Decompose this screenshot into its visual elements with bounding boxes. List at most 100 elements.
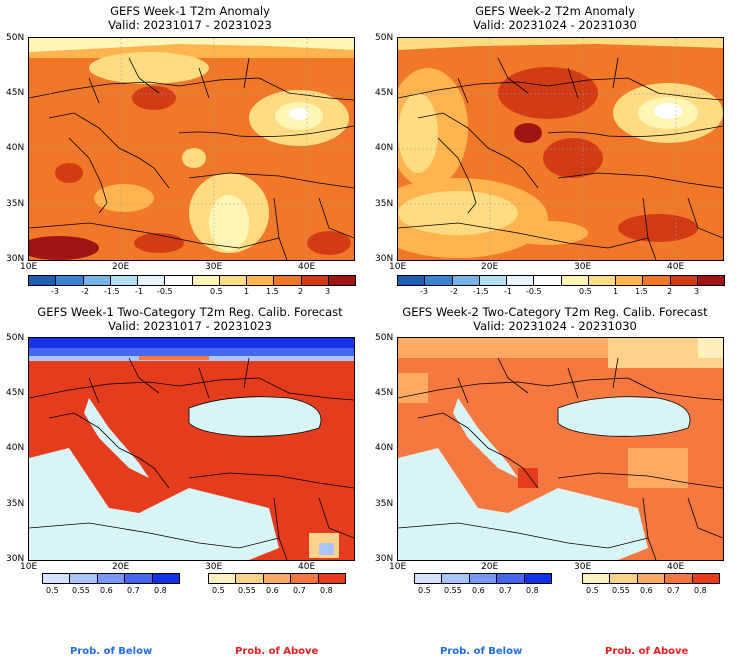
p3-lat-45: 45N	[6, 388, 25, 398]
p4-below-label: 0.7	[499, 586, 512, 595]
legend-prob-above-left: Prob. of Above	[235, 646, 319, 657]
cbar-swatch	[125, 574, 153, 583]
p3-lat-50: 50N	[6, 333, 25, 343]
p4-below-colorbar	[414, 573, 552, 584]
cbar-swatch	[425, 276, 453, 285]
cbar-swatch	[616, 276, 644, 285]
p1-lat-40: 40N	[6, 143, 25, 153]
p3-lon-10: 10E	[20, 562, 38, 572]
map-week2-anomaly	[397, 37, 724, 261]
cbar-swatch	[209, 574, 237, 583]
cbar-swatch	[610, 574, 638, 583]
p2-cbar-label: 0.5	[579, 287, 592, 296]
p2-lon-10: 10E	[389, 262, 407, 272]
panel-2-title-text: GEFS Week-2 T2m Anomaly	[475, 4, 635, 18]
cbar-swatch	[524, 574, 552, 583]
p3-above-colorbar	[208, 573, 346, 584]
p3-below-label: 0.8	[154, 586, 167, 595]
p2-lon-20: 20E	[481, 262, 499, 272]
cbar-swatch	[398, 276, 426, 285]
panel-1-valid: Valid: 20231017 - 20231023	[108, 18, 272, 32]
p2-lat-45: 45N	[375, 88, 394, 98]
cbar-swatch	[274, 276, 302, 285]
p1-cbar-label: -0.5	[157, 287, 173, 296]
p4-above-label: 0.55	[612, 586, 630, 595]
map-week1-probability	[28, 337, 355, 561]
p2-lat-30: 30N	[375, 254, 394, 264]
p2-lon-30: 30E	[574, 262, 592, 272]
cbar-swatch	[192, 276, 220, 285]
cbar-swatch	[442, 574, 470, 583]
cbar-swatch	[97, 574, 126, 583]
p1-lon-40: 40E	[298, 262, 316, 272]
panel-2-title: GEFS Week-2 T2m Anomaly Valid: 20231024 …	[370, 4, 740, 32]
p1-lat-30: 30N	[6, 254, 25, 264]
p1-cbar-label: -3	[51, 287, 59, 296]
cbar-swatch	[70, 574, 98, 583]
cbar-swatch	[665, 574, 693, 583]
p4-lon-40: 40E	[667, 562, 685, 572]
p4-above-label: 0.8	[694, 586, 707, 595]
p4-lon-10: 10E	[389, 562, 407, 572]
p3-below-label: 0.6	[100, 586, 113, 595]
p4-below-label: 0.6	[472, 586, 485, 595]
p3-lat-30: 30N	[6, 554, 25, 564]
p1-lon-30: 30E	[205, 262, 223, 272]
p4-above-colorbar	[582, 573, 720, 584]
cbar-swatch	[637, 574, 666, 583]
cbar-swatch	[643, 276, 671, 285]
p1-cbar-label: -2	[81, 287, 89, 296]
p4-lat-45: 45N	[375, 388, 394, 398]
p1-lat-35: 35N	[6, 199, 25, 209]
p2-colorbar	[397, 275, 725, 286]
cbar-swatch	[328, 276, 355, 285]
cbar-swatch	[415, 574, 443, 583]
cbar-swatch	[670, 276, 698, 285]
panel-3-title: GEFS Week-1 Two-Category T2m Reg. Calib.…	[5, 305, 375, 333]
p4-lat-40: 40N	[375, 443, 394, 453]
panel-1-title: GEFS Week-1 T2m Anomaly Valid: 20231017 …	[5, 4, 375, 32]
cbar-swatch	[452, 276, 480, 285]
panel-3-title-text: GEFS Week-1 Two-Category T2m Reg. Calib.…	[37, 305, 343, 319]
p3-above-label: 0.5	[212, 586, 225, 595]
legend-prob-above-right: Prob. of Above	[605, 646, 689, 657]
p1-cbar-label: 3	[325, 287, 331, 296]
cbar-swatch	[138, 276, 166, 285]
p3-above-label: 0.55	[238, 586, 256, 595]
p3-above-label: 0.7	[293, 586, 306, 595]
p4-above-label: 0.6	[640, 586, 653, 595]
p1-lon-10: 10E	[20, 262, 38, 272]
cbar-swatch	[83, 276, 111, 285]
p4-lat-30: 30N	[375, 554, 394, 564]
panel-4-title-text: GEFS Week-2 Two-Category T2m Reg. Calib.…	[402, 305, 708, 319]
p3-below-label: 0.55	[72, 586, 90, 595]
p1-lat-50: 50N	[6, 33, 25, 43]
cbar-swatch	[534, 276, 562, 285]
cbar-swatch	[152, 574, 180, 583]
cbar-swatch	[479, 276, 507, 285]
p4-lat-35: 35N	[375, 499, 394, 509]
p1-cbar-label: 2	[298, 287, 304, 296]
p4-above-label: 0.7	[667, 586, 680, 595]
p2-cbar-label: -1.5	[473, 287, 489, 296]
p2-cbar-label: -0.5	[526, 287, 542, 296]
p3-above-label: 0.8	[320, 586, 333, 595]
cbar-swatch	[219, 276, 247, 285]
p2-cbar-label: -3	[420, 287, 428, 296]
map-week2-probability	[397, 337, 724, 561]
p1-cbar-label: -1	[135, 287, 143, 296]
cbar-swatch	[697, 276, 724, 285]
p4-above-label: 0.5	[586, 586, 599, 595]
p3-below-colorbar	[42, 573, 180, 584]
p2-lat-50: 50N	[375, 33, 394, 43]
p1-lat-45: 45N	[6, 88, 25, 98]
cbar-swatch	[291, 574, 319, 583]
cbar-swatch	[318, 574, 346, 583]
legend-prob-below-left: Prob. of Below	[70, 646, 153, 657]
p1-colorbar	[28, 275, 356, 286]
panel-4-title: GEFS Week-2 Two-Category T2m Reg. Calib.…	[370, 305, 740, 333]
p1-cbar-label: 1.5	[266, 287, 279, 296]
p3-lat-40: 40N	[6, 443, 25, 453]
p3-lat-35: 35N	[6, 499, 25, 509]
cbar-swatch	[110, 276, 138, 285]
